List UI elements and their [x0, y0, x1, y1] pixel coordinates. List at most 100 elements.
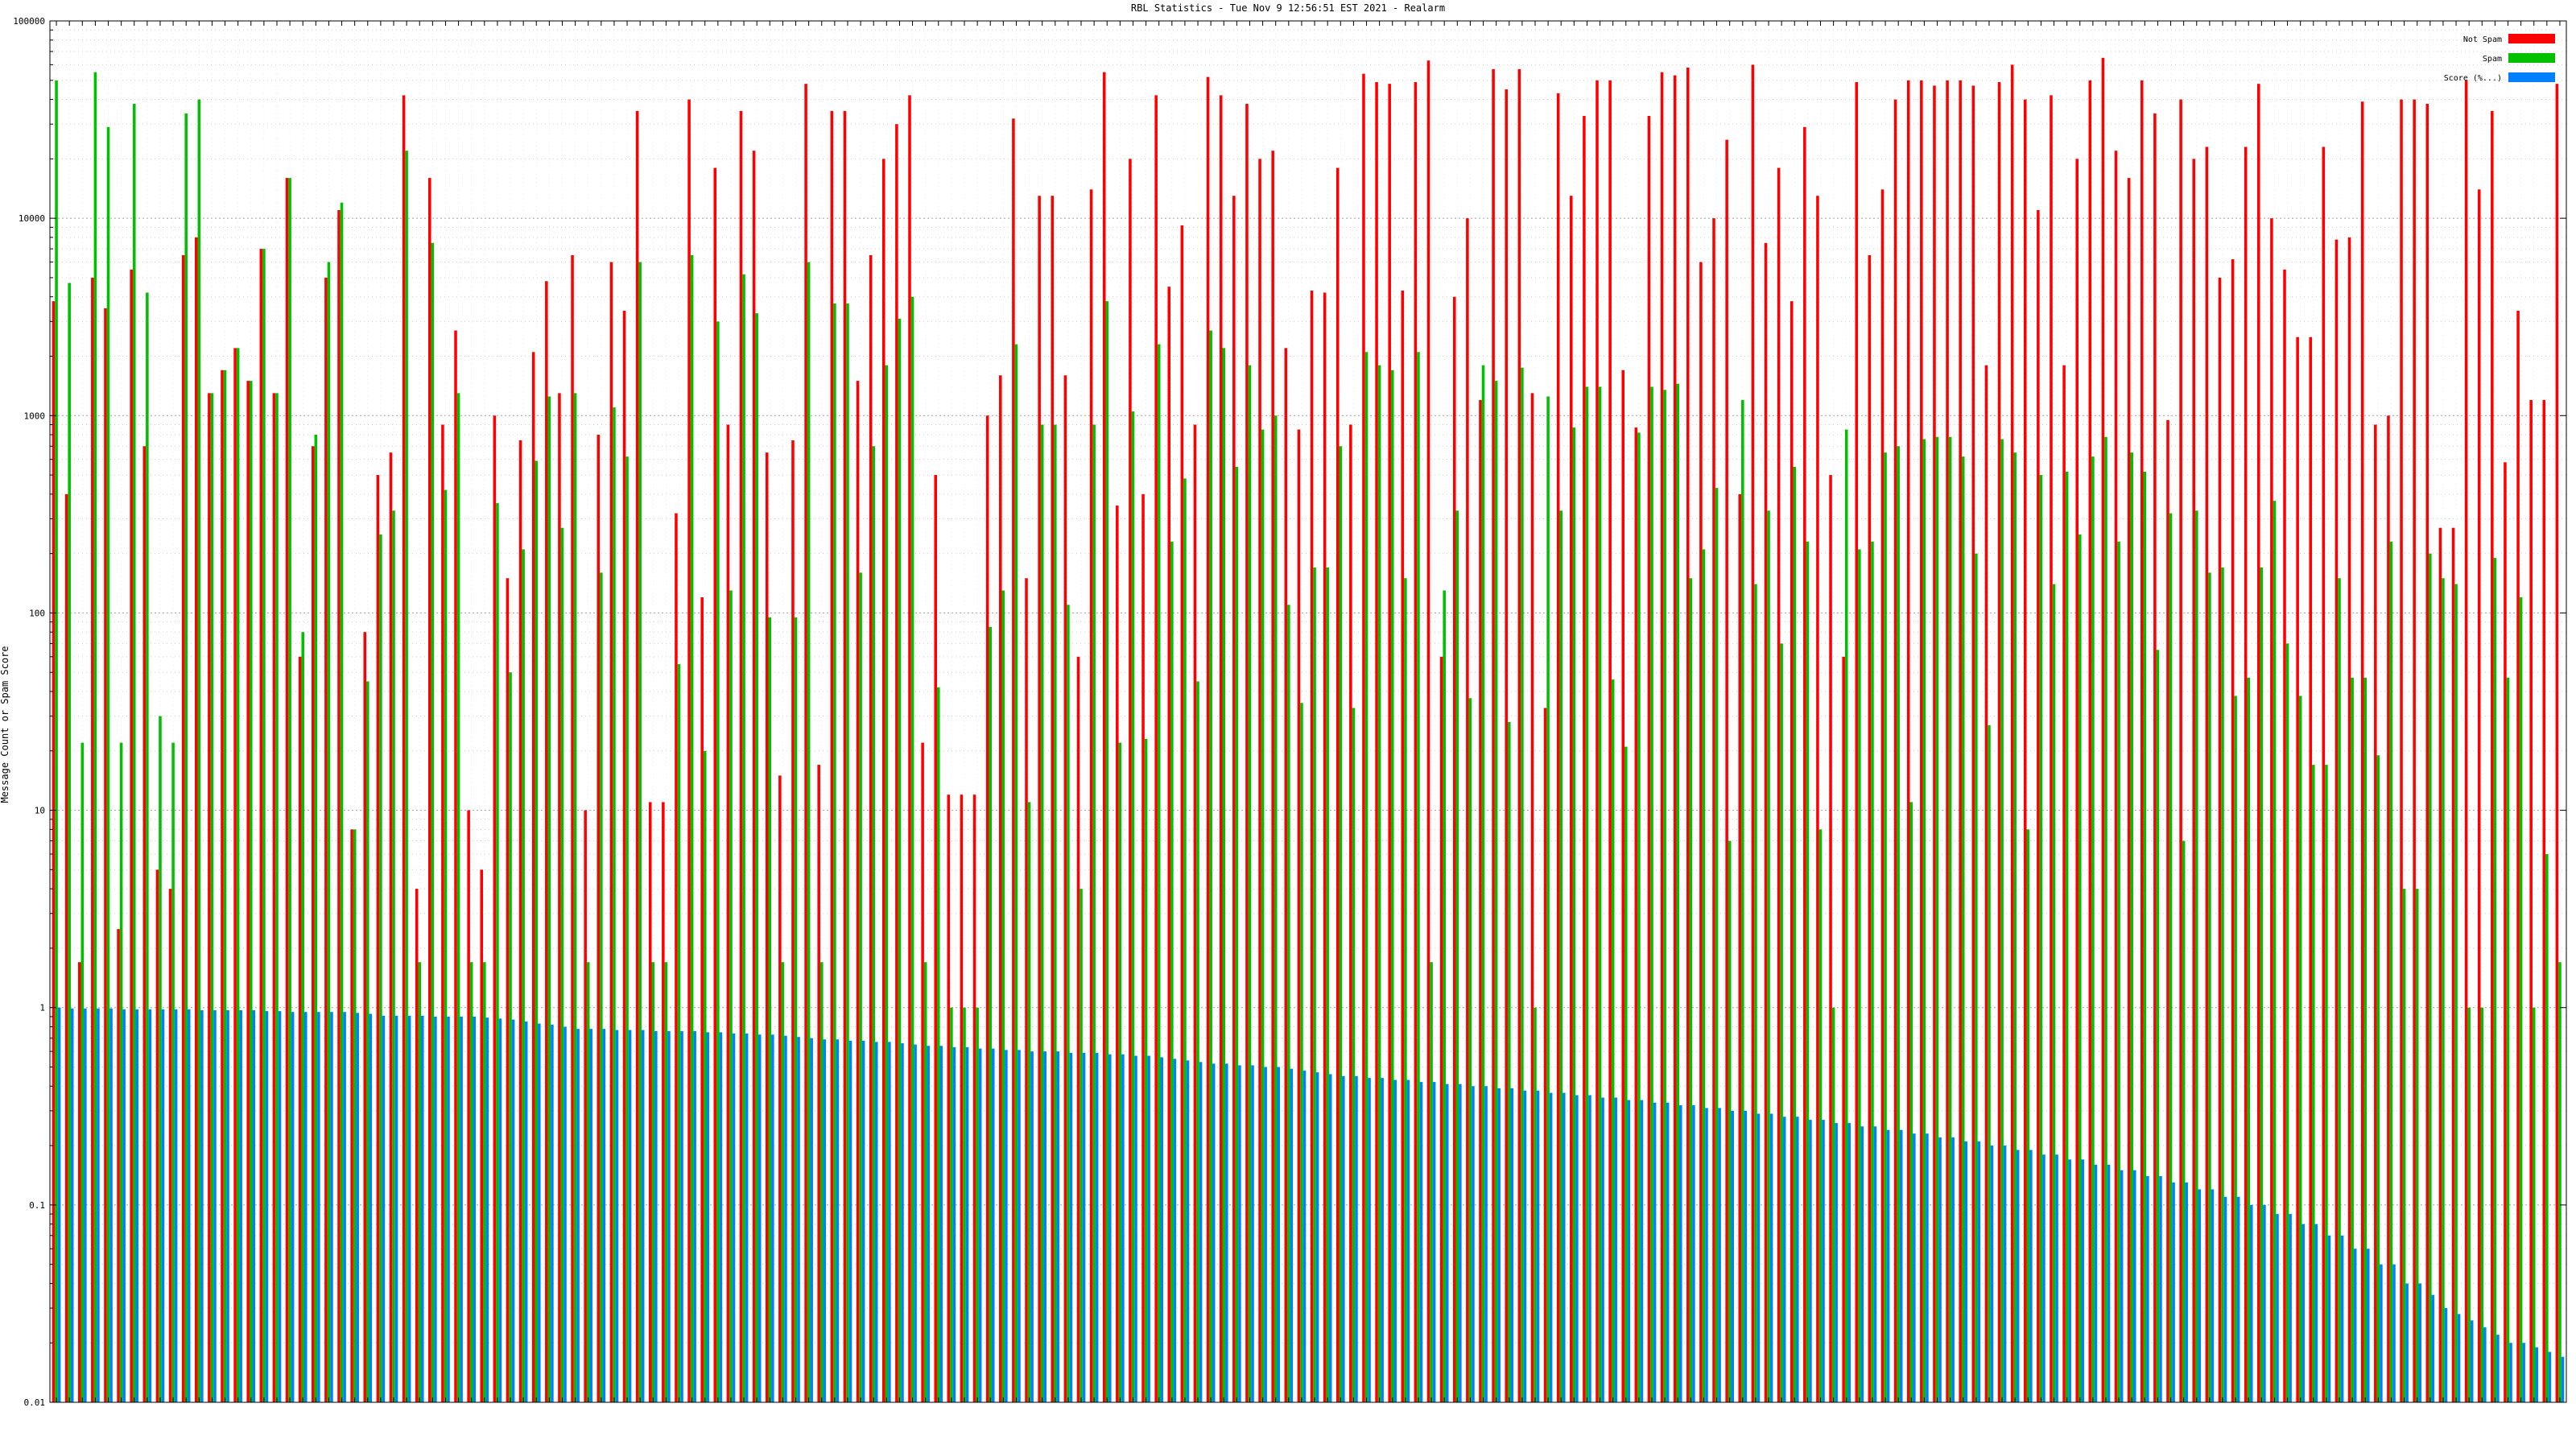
- grid: [50, 20, 2566, 1403]
- bar-1-142: [1897, 446, 1900, 1403]
- bar-1-72: [989, 626, 992, 1402]
- bar-2-159: [2120, 1170, 2124, 1402]
- bar-2-6: [135, 1009, 139, 1402]
- bar-1-184: [2442, 578, 2445, 1402]
- bar-0-119: [1596, 80, 1599, 1402]
- bar-0-58: [804, 84, 807, 1402]
- bar-0-21: [324, 277, 328, 1402]
- bar-0-161: [2140, 80, 2144, 1402]
- bar-0-30: [441, 424, 444, 1402]
- bar-2-102: [1381, 1078, 1384, 1402]
- bar-1-141: [1884, 452, 1887, 1402]
- bar-1-128: [1715, 488, 1719, 1402]
- bar-2-146: [1951, 1137, 1955, 1402]
- bar-2-89: [1212, 1063, 1216, 1402]
- bar-0-186: [2464, 80, 2468, 1402]
- bar-1-158: [2104, 436, 2107, 1402]
- bar-0-10: [181, 255, 185, 1402]
- bar-0-47: [662, 802, 665, 1402]
- bar-2-108: [1459, 1084, 1462, 1402]
- bar-1-17: [275, 393, 279, 1403]
- bar-0-127: [1699, 262, 1703, 1403]
- legend-swatch: [2508, 53, 2555, 63]
- bar-2-40: [576, 1029, 580, 1402]
- bar-0-19: [298, 656, 302, 1402]
- bar-1-0: [55, 80, 58, 1402]
- bar-2-57: [797, 1037, 800, 1402]
- y-tick-label: 100: [29, 608, 45, 618]
- bar-1-117: [1572, 427, 1576, 1403]
- bar-2-41: [589, 1029, 593, 1402]
- bar-0-189: [2504, 462, 2507, 1402]
- bar-0-122: [1634, 427, 1638, 1403]
- bar-0-143: [1906, 80, 1910, 1402]
- bar-1-36: [522, 549, 525, 1402]
- bar-2-172: [2289, 1214, 2292, 1402]
- bar-2-15: [252, 1009, 256, 1402]
- bar-2-183: [2431, 1294, 2435, 1402]
- bar-2-111: [1497, 1088, 1501, 1402]
- bar-1-114: [1534, 1007, 1537, 1402]
- bar-0-128: [1712, 218, 1715, 1403]
- y-axis-ticks: 0.01 0.1 1 10 100 1000 10000 100000: [13, 16, 45, 1408]
- bar-2-181: [2405, 1283, 2409, 1402]
- bar-1-135: [1806, 541, 1810, 1402]
- bar-1-115: [1546, 396, 1550, 1402]
- bar-1-95: [1287, 605, 1290, 1402]
- bar-2-71: [978, 1048, 982, 1402]
- bar-1-119: [1598, 386, 1602, 1402]
- bar-0-116: [1556, 93, 1560, 1403]
- bar-2-7: [148, 1009, 152, 1402]
- bar-1-79: [1080, 889, 1083, 1402]
- bar-1-55: [768, 617, 772, 1402]
- bar-0-90: [1219, 95, 1223, 1402]
- bar-1-118: [1585, 386, 1589, 1402]
- bar-1-33: [483, 962, 486, 1402]
- bar-1-23: [353, 829, 357, 1402]
- bar-0-167: [2218, 277, 2222, 1402]
- bar-0-181: [2400, 99, 2403, 1403]
- bar-1-71: [976, 1007, 979, 1402]
- bar-2-185: [2457, 1314, 2461, 1402]
- bar-2-25: [382, 1015, 386, 1402]
- bar-0-129: [1725, 139, 1728, 1403]
- bar-0-26: [389, 452, 393, 1402]
- bar-0-17: [272, 393, 276, 1403]
- bar-0-133: [1777, 167, 1781, 1403]
- bar-2-33: [485, 1018, 489, 1402]
- bar-2-3: [97, 1008, 100, 1402]
- bar-1-101: [1364, 352, 1368, 1403]
- bar-2-140: [1873, 1126, 1877, 1402]
- bar-0-66: [908, 95, 911, 1402]
- bar-1-146: [1948, 436, 1952, 1402]
- bar-1-30: [444, 489, 448, 1402]
- bar-1-175: [2325, 765, 2328, 1402]
- bar-2-77: [1056, 1051, 1060, 1402]
- bar-1-83: [1131, 411, 1135, 1402]
- bar-0-103: [1388, 84, 1391, 1402]
- bar-2-23: [356, 1013, 359, 1402]
- bar-2-47: [667, 1030, 671, 1402]
- bar-2-63: [874, 1042, 878, 1402]
- bar-0-83: [1129, 159, 1132, 1402]
- bar-2-36: [524, 1022, 528, 1402]
- bar-1-32: [469, 962, 473, 1402]
- bar-1-60: [833, 303, 836, 1402]
- bar-2-14: [239, 1009, 242, 1402]
- bar-1-113: [1521, 367, 1524, 1402]
- bar-1-67: [923, 962, 927, 1402]
- bar-2-75: [1030, 1051, 1034, 1402]
- bar-1-139: [1858, 549, 1861, 1402]
- bar-2-163: [2172, 1182, 2175, 1402]
- bar-1-26: [392, 510, 395, 1402]
- bar-1-137: [1831, 1007, 1835, 1402]
- bar-2-104: [1406, 1079, 1410, 1402]
- bar-1-132: [1767, 510, 1770, 1402]
- bar-2-26: [394, 1015, 398, 1402]
- bar-2-121: [1627, 1100, 1631, 1402]
- bar-1-183: [2429, 553, 2432, 1402]
- bar-0-182: [2413, 99, 2416, 1403]
- y-tick-label: 1000: [24, 411, 46, 421]
- bar-1-14: [236, 348, 240, 1402]
- bar-0-146: [1946, 80, 1949, 1402]
